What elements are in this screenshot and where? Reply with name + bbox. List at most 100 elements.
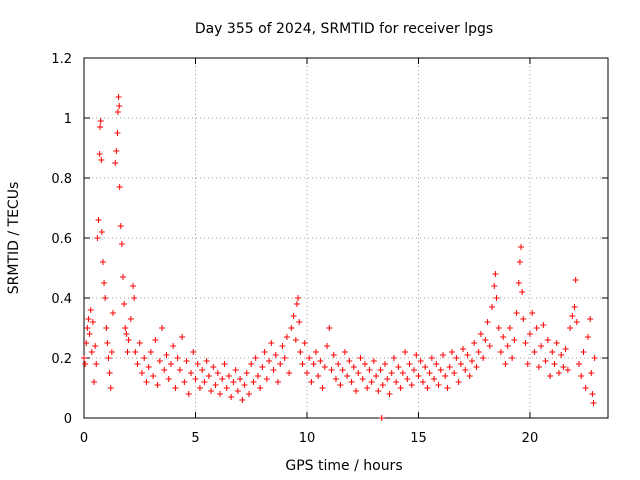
data-point [266, 358, 273, 364]
data-point [118, 241, 125, 247]
data-point [361, 361, 368, 367]
data-point [115, 94, 122, 100]
x-tick-label: 0 [80, 431, 88, 446]
data-point [183, 358, 190, 364]
data-point [301, 340, 308, 346]
data-point [147, 349, 154, 355]
data-point [98, 157, 105, 163]
data-point [286, 370, 293, 376]
data-point [214, 370, 221, 376]
data-point [106, 370, 113, 376]
data-point [584, 334, 591, 340]
data-point [526, 331, 533, 337]
data-point [103, 325, 110, 331]
data-point [446, 364, 453, 370]
data-point [422, 364, 429, 370]
data-point [500, 334, 507, 340]
data-point [399, 370, 406, 376]
data-point [130, 283, 137, 289]
data-point [411, 367, 418, 373]
data-point [424, 385, 431, 391]
data-point [346, 358, 353, 364]
data-point [210, 364, 217, 370]
data-point [203, 358, 210, 364]
data-point [293, 301, 300, 307]
data-point [176, 367, 183, 373]
data-point [159, 325, 166, 331]
data-point [511, 337, 518, 343]
data-point [94, 235, 101, 241]
data-point [167, 361, 174, 367]
data-point [205, 373, 212, 379]
x-tick-label: 5 [191, 431, 199, 446]
data-point [113, 148, 120, 154]
data-point [217, 391, 224, 397]
data-point [379, 382, 386, 388]
data-point [571, 304, 578, 310]
data-point [402, 349, 409, 355]
data-point [587, 316, 594, 322]
y-tick-label: 1.2 [51, 52, 72, 67]
data-point [388, 370, 395, 376]
data-point [93, 361, 100, 367]
data-point [270, 367, 277, 373]
data-point [312, 349, 319, 355]
x-tick-label: 20 [522, 431, 539, 446]
data-point [86, 331, 93, 337]
data-point [99, 259, 106, 265]
data-point [591, 355, 598, 361]
data-point [112, 160, 119, 166]
data-point [497, 349, 504, 355]
data-point [339, 367, 346, 373]
data-point [170, 343, 177, 349]
data-point [127, 316, 134, 322]
data-point [464, 352, 471, 358]
chart-title: Day 355 of 2024, SRMTID for receiver lpg… [195, 21, 493, 37]
data-point [588, 370, 595, 376]
data-point [326, 325, 333, 331]
data-points [81, 94, 598, 421]
data-point [538, 343, 545, 349]
data-point [143, 379, 150, 385]
data-point [190, 349, 197, 355]
data-point [417, 358, 424, 364]
data-point [95, 217, 102, 223]
data-point [576, 361, 583, 367]
data-point [590, 400, 597, 406]
x-axis-label: GPS time / hours [285, 458, 402, 474]
data-point [397, 385, 404, 391]
data-point [520, 316, 527, 322]
data-point [104, 340, 111, 346]
data-point [141, 355, 148, 361]
data-point [117, 223, 124, 229]
data-point [513, 310, 520, 316]
data-point [299, 361, 306, 367]
data-point [324, 343, 331, 349]
data-point [542, 358, 549, 364]
data-point [375, 388, 382, 394]
data-point [344, 373, 351, 379]
data-point [290, 313, 297, 319]
data-point [91, 379, 98, 385]
data-point [558, 352, 565, 358]
data-point [150, 373, 157, 379]
data-point [292, 337, 299, 343]
data-point [364, 385, 371, 391]
data-point [254, 373, 261, 379]
data-point [88, 349, 95, 355]
data-point [145, 364, 152, 370]
data-point [125, 337, 132, 343]
data-point [317, 358, 324, 364]
data-point [97, 124, 104, 130]
data-point [419, 379, 426, 385]
data-point [466, 373, 473, 379]
data-point [567, 325, 574, 331]
data-point [208, 388, 215, 394]
data-point [156, 358, 163, 364]
data-point [124, 349, 131, 355]
data-point [85, 316, 92, 322]
data-point [355, 370, 362, 376]
data-point [239, 397, 246, 403]
data-point [516, 259, 523, 265]
